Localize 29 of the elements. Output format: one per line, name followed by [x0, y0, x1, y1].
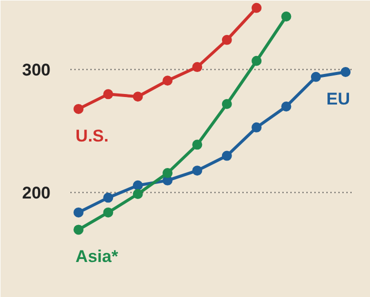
point [281, 12, 292, 22]
point [222, 150, 232, 161]
point [252, 2, 262, 13]
y-tick-label: 300 [22, 60, 51, 80]
point [192, 62, 202, 72]
point [74, 104, 84, 114]
point [310, 72, 321, 82]
point [252, 122, 262, 132]
point [132, 92, 143, 102]
series-label: Asia* [76, 247, 118, 266]
series-label: U.S. [76, 126, 109, 146]
point [192, 140, 202, 150]
point [340, 66, 351, 77]
point [103, 192, 114, 203]
series-label: EU [326, 89, 350, 108]
point [132, 188, 143, 199]
point [132, 180, 143, 190]
point [162, 168, 173, 178]
point [222, 99, 232, 110]
point [222, 34, 232, 45]
point [74, 224, 84, 235]
point [162, 76, 173, 86]
point [281, 101, 292, 112]
point [252, 56, 262, 66]
point [192, 166, 202, 176]
point [103, 89, 114, 100]
y-tick-label: 200 [22, 184, 51, 203]
point [103, 207, 114, 218]
point [74, 207, 84, 218]
